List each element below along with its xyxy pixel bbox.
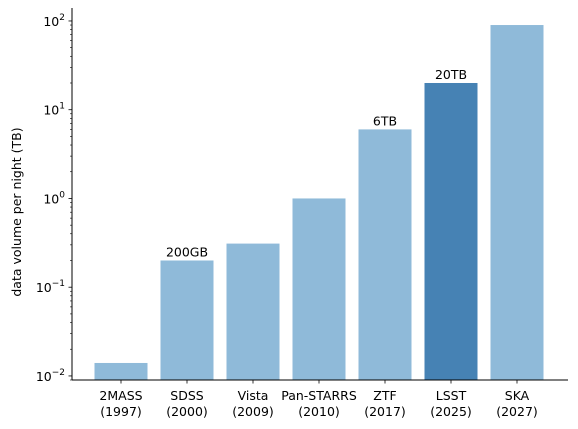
- x-tick-label-year: (1997): [100, 404, 142, 419]
- bar-pan-starrs: [292, 198, 346, 380]
- bar-2mass: [94, 362, 148, 380]
- x-tick-label-name: Vista: [238, 388, 269, 403]
- bar-labels-group: 200GB 6TB 20TB: [166, 67, 467, 259]
- bar-value-label: 200GB: [166, 244, 208, 259]
- y-axis-label: data volume per night (TB): [9, 127, 24, 296]
- y-tick-label: 100: [43, 190, 65, 206]
- bar-vista: [226, 243, 280, 380]
- x-tick-label-name: ZTF: [373, 388, 396, 403]
- y-tick-label: 102: [43, 13, 65, 29]
- x-tick-label-year: (2025): [430, 404, 472, 419]
- bar-sdss: [160, 260, 214, 380]
- x-tick-label-year: (2027): [496, 404, 538, 419]
- x-axis: 2MASS(1997) SDSS(2000) Vista(2009) Pan-STAR…: [72, 379, 568, 419]
- x-tick-label-name: Pan-STARRS: [281, 388, 357, 403]
- x-tick-label-name: SDSS: [170, 388, 203, 403]
- y-tick-label: 10−2: [36, 368, 65, 384]
- y-axis: 10−2 10−1 100 101 102: [36, 8, 73, 384]
- x-tick-label-name: LSST: [436, 388, 467, 403]
- bar-ztf: [358, 129, 412, 380]
- x-tick-label-year: (2017): [364, 404, 406, 419]
- bar-lsst: [424, 82, 478, 381]
- bar-ska: [490, 25, 544, 381]
- bars-group: [94, 25, 544, 381]
- y-tick-label: 101: [43, 102, 65, 118]
- x-tick-label-year: (2010): [298, 404, 340, 419]
- y-tick-label: 10−1: [36, 279, 65, 295]
- x-tick-label-year: (2000): [166, 404, 208, 419]
- x-tick-label-name: SKA: [505, 388, 530, 403]
- x-tick-label-name: 2MASS: [99, 388, 142, 403]
- x-tick-label-year: (2009): [232, 404, 274, 419]
- bar-value-label: 6TB: [373, 113, 397, 128]
- bar-value-label: 20TB: [435, 67, 467, 82]
